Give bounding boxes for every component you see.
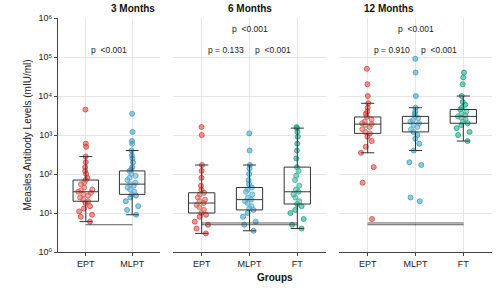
svg-text:10⁰: 10⁰: [39, 247, 53, 257]
svg-text:MLPT: MLPT: [120, 259, 145, 269]
svg-text:FT: FT: [292, 259, 303, 269]
svg-text:10⁶: 10⁶: [38, 13, 52, 23]
svg-text:MLPT: MLPT: [237, 259, 262, 269]
svg-text:p <0.001: p <0.001: [398, 24, 434, 34]
svg-text:FT: FT: [458, 259, 469, 269]
svg-text:EPT: EPT: [193, 259, 211, 269]
svg-text:p <0.001: p <0.001: [232, 24, 268, 34]
svg-text:10²: 10²: [39, 169, 52, 179]
svg-text:EPT: EPT: [359, 259, 377, 269]
svg-text:MLPT: MLPT: [403, 259, 428, 269]
svg-text:6 Months: 6 Months: [228, 3, 272, 14]
svg-text:10³: 10³: [39, 130, 52, 140]
svg-text:3 Months: 3 Months: [111, 3, 155, 14]
svg-text:10¹: 10¹: [39, 208, 52, 218]
svg-text:12 Months: 12 Months: [364, 3, 414, 14]
svg-text:p <0.001: p <0.001: [91, 45, 127, 55]
svg-text:10⁵: 10⁵: [38, 52, 52, 62]
svg-text:p = 0.133: p = 0.133: [208, 45, 244, 55]
svg-text:EPT: EPT: [77, 259, 95, 269]
svg-text:Groups: Groups: [257, 272, 293, 283]
svg-text:p = 0.910: p = 0.910: [374, 45, 410, 55]
svg-text:p <0.001: p <0.001: [255, 45, 291, 55]
svg-text:Measles Antibody Levels (mIU/m: Measles Antibody Levels (mIU/ml): [22, 59, 33, 210]
svg-text:10⁴: 10⁴: [38, 91, 52, 101]
svg-text:p <0.001: p <0.001: [421, 45, 457, 55]
